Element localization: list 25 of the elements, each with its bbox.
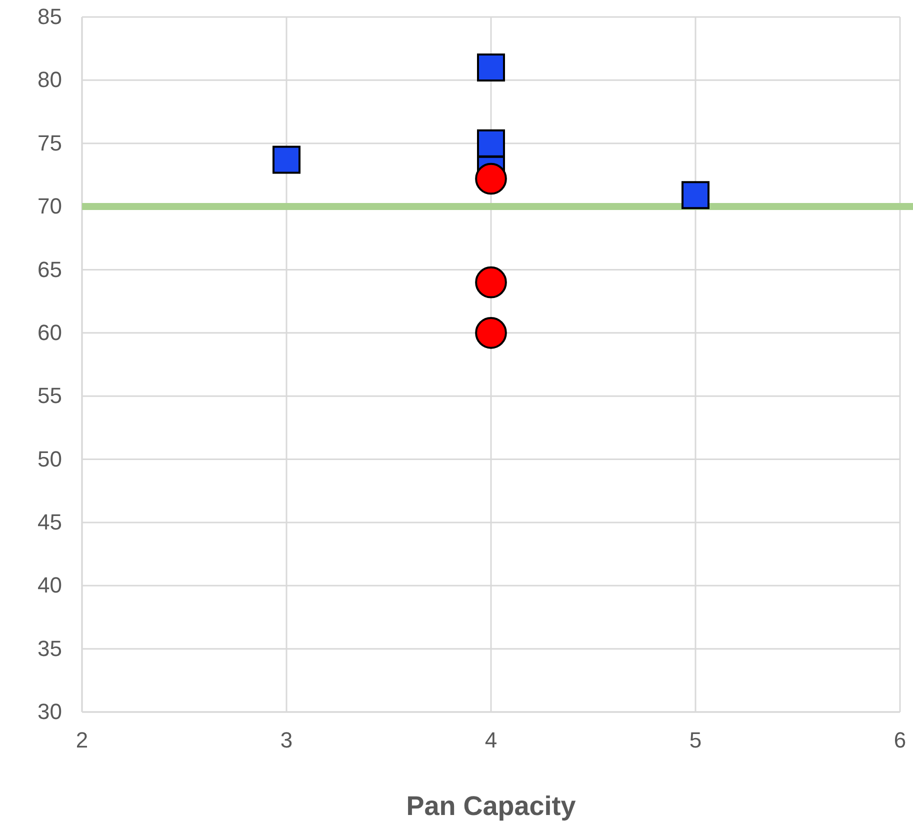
point: [475, 317, 507, 349]
x-tick-label: 2: [76, 728, 88, 753]
y-tick-label: 85: [38, 4, 62, 30]
point: [475, 162, 507, 195]
y-tick-label: 80: [38, 67, 62, 92]
y-tick-label: 55: [38, 383, 62, 408]
point: [272, 146, 300, 174]
y-tick-label: 30: [38, 699, 62, 724]
x-axis-title: Pan Capacity: [406, 791, 576, 821]
y-tick-label: 35: [38, 636, 62, 661]
x-tick-label: 4: [484, 728, 498, 753]
point: [682, 181, 710, 210]
y-tick-label: 45: [38, 509, 62, 534]
point: [477, 54, 505, 82]
point: [475, 266, 507, 298]
y-tick-label: 75: [38, 130, 62, 156]
point: [477, 129, 505, 158]
y-tick-label: 40: [38, 572, 62, 598]
x-tick-label: 6: [894, 728, 906, 753]
x-tick-label: 3: [280, 728, 293, 753]
x-tick-label: 5: [689, 728, 702, 753]
y-tick-label: 60: [38, 320, 62, 345]
y-tick-label: 70: [38, 194, 62, 219]
y-tick-label: 65: [38, 256, 62, 282]
y-tick-label: 50: [38, 446, 62, 472]
